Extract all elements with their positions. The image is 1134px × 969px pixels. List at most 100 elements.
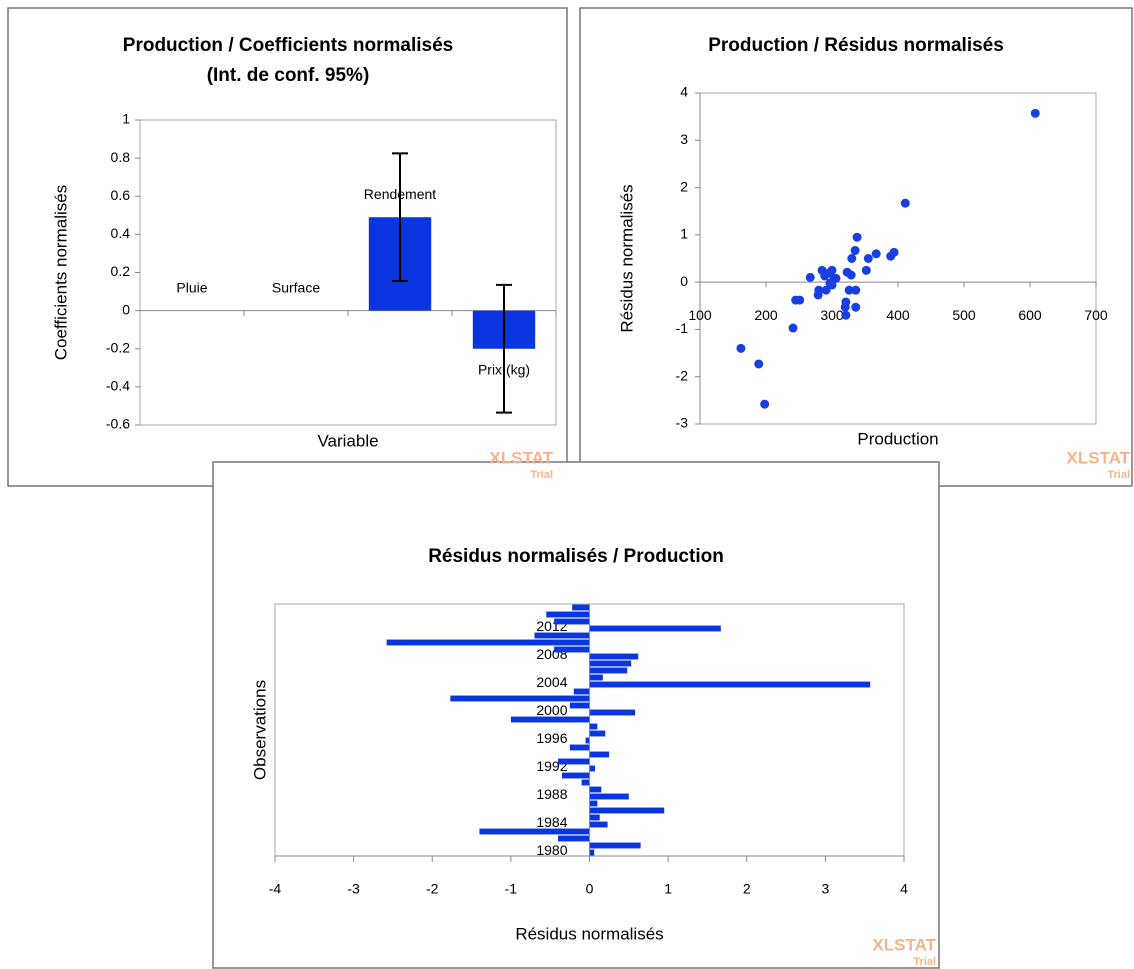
point <box>871 249 881 259</box>
point <box>736 343 746 353</box>
category-label: Surface <box>272 279 320 295</box>
point <box>827 265 837 275</box>
point <box>851 285 861 295</box>
bar <box>589 625 721 632</box>
bar <box>589 786 602 793</box>
x-tick-label: 2 <box>743 881 751 897</box>
point <box>831 273 841 283</box>
x-tick-label: 1 <box>664 881 672 897</box>
y-tick-label: 1984 <box>536 814 567 830</box>
bar <box>554 646 590 653</box>
bar <box>558 835 590 842</box>
x-tick-label: -1 <box>505 881 518 897</box>
y-tick-label: 1980 <box>536 842 567 858</box>
chart-title: Résidus normalisés / Production <box>428 546 724 567</box>
point <box>889 247 899 257</box>
bar <box>589 751 610 758</box>
bar <box>534 632 590 639</box>
bar <box>510 716 590 723</box>
point <box>861 265 871 275</box>
bar <box>589 730 606 737</box>
bar <box>581 779 590 786</box>
y-axis-title: Coefficients normalisés <box>51 185 70 360</box>
bar <box>546 611 590 618</box>
point <box>1030 108 1040 118</box>
x-tick-label: 0 <box>586 881 594 897</box>
bar <box>589 674 603 681</box>
x-axis-title: Production <box>857 429 938 448</box>
bar <box>589 709 636 716</box>
bar <box>589 814 600 821</box>
bar <box>386 639 590 646</box>
bar <box>573 688 590 695</box>
watermark-note: Trial <box>913 956 936 968</box>
watermark: XLSTAT <box>872 935 936 954</box>
x-tick-label: 4 <box>900 881 908 897</box>
y-tick-label: 0.6 <box>111 187 131 203</box>
y-tick-label: 1 <box>680 226 688 242</box>
x-tick-label: 200 <box>754 307 778 323</box>
chart-frame <box>212 461 940 969</box>
point <box>840 302 850 312</box>
bar <box>589 653 639 660</box>
bar <box>450 695 590 702</box>
point <box>795 295 805 305</box>
y-tick-label: 0.4 <box>111 225 131 241</box>
category-label: Pluie <box>176 279 207 295</box>
y-tick-label: -1 <box>676 320 689 336</box>
chart-title: Production / Résidus normalisés <box>708 35 1004 56</box>
bar <box>572 604 590 611</box>
chart-frame <box>7 7 568 487</box>
bar <box>589 681 871 688</box>
chart-subtitle: (Int. de conf. 95%) <box>207 65 370 86</box>
point <box>821 285 831 295</box>
x-tick-label: -3 <box>347 881 360 897</box>
watermark: XLSTAT <box>489 448 553 467</box>
bar <box>554 618 590 625</box>
y-tick-label: 1 <box>122 111 130 127</box>
y-tick-label: 4 <box>680 84 688 100</box>
y-axis-title: Résidus normalisés <box>617 184 636 332</box>
y-axis-title: Observations <box>250 680 269 780</box>
y-tick-label: 2000 <box>536 702 567 718</box>
bar <box>561 772 590 779</box>
x-tick-label: 600 <box>1018 307 1042 323</box>
x-tick-label: 100 <box>688 307 712 323</box>
watermark: XLSTAT <box>1066 448 1130 467</box>
chart-title: Production / Coefficients normalisés <box>123 35 453 56</box>
y-tick-label: -2 <box>676 367 689 383</box>
bar <box>589 793 629 800</box>
y-tick-label: 2 <box>680 178 688 194</box>
point <box>754 359 764 369</box>
bar <box>589 821 608 828</box>
point <box>805 272 815 282</box>
x-axis-title: Variable <box>317 431 378 450</box>
x-tick-label: 500 <box>952 307 976 323</box>
bar <box>589 723 598 730</box>
y-tick-label: 0 <box>122 301 130 317</box>
x-tick-label: -4 <box>269 881 282 897</box>
watermark-note: Trial <box>530 469 553 481</box>
point <box>846 270 856 280</box>
point <box>841 310 851 320</box>
category-label: Rendement <box>364 186 436 202</box>
point <box>847 254 857 263</box>
x-tick-label: 400 <box>886 307 910 323</box>
x-tick-label: -2 <box>426 881 439 897</box>
bar <box>589 765 596 772</box>
x-tick-label: 700 <box>1084 307 1108 323</box>
y-tick-label: 1996 <box>536 730 567 746</box>
point <box>863 254 873 263</box>
y-tick-label: 0.8 <box>111 149 131 165</box>
y-tick-label: -3 <box>676 415 689 431</box>
category-label: Prix (kg) <box>478 361 530 377</box>
bar <box>589 842 641 849</box>
y-tick-label: -0.2 <box>106 339 130 355</box>
watermark-note: Trial <box>1107 469 1130 481</box>
y-tick-label: 0 <box>680 273 688 289</box>
y-tick-label: -0.6 <box>106 416 130 432</box>
point <box>851 302 861 312</box>
y-tick-label: 2004 <box>536 674 567 690</box>
point <box>788 323 798 333</box>
